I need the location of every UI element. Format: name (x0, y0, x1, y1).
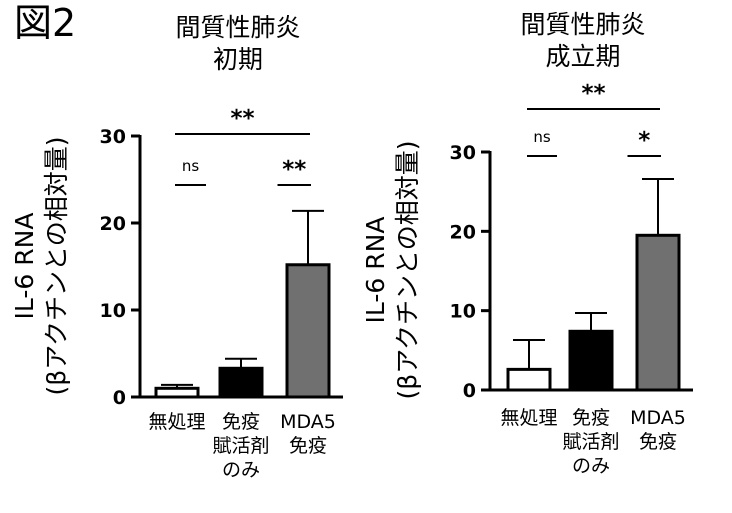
chart-1-significance-label-3: ** (230, 106, 254, 132)
chart-2-y-tick-label-2: 20 (450, 221, 476, 243)
chart-2-ylabel-line-1: IL-6 RNA (361, 217, 390, 324)
chart-2-y-tick-label-1: 10 (450, 301, 476, 323)
chart-2-ylabel-line-2: (βアクチンとの相対量) (393, 141, 422, 400)
chart-2-category-label-2-line-1: 免疫 (572, 407, 610, 429)
chart-2-category-label-2-line-2: 賦活剤 (562, 431, 619, 453)
chart-1-bar-1 (154, 386, 200, 399)
chart-1-y-tick-label-2: 20 (100, 213, 126, 235)
chart-1-bar-3 (285, 263, 331, 399)
chart-1-ylabel-line-1: IL-6 RNA (10, 213, 39, 320)
chart-2-bar-1 (506, 367, 552, 392)
chart-2-y-tick-label-0: 0 (463, 380, 476, 402)
chart-2-significance-label-3: ** (581, 81, 605, 107)
chart-2-category-label-2-line-3: のみ (572, 455, 610, 477)
chart-1-y-tick-label-0: 0 (113, 387, 126, 409)
chart-2-y-tick-label-3: 30 (450, 142, 476, 164)
chart-2-category-label-3-line-1: MDA5 (630, 407, 686, 429)
chart-1-category-label-2-line-1: 免疫 (222, 411, 260, 433)
chart-1-category-label-2-line-3: のみ (222, 459, 260, 481)
chart-1-category-label-2-line-2: 賦活剤 (212, 435, 269, 457)
chart-2-significance-label-1: ns (533, 128, 551, 146)
chart-2-category-label-3-line-2: 免疫 (639, 431, 677, 453)
chart-1-category-label-1-line-1: 無処理 (148, 411, 205, 433)
chart-1-bar-2 (218, 366, 264, 399)
chart-1-category-label-3-line-1: MDA5 (280, 411, 336, 433)
chart-panel-2: 間質性肺炎 成立期 IL-6 RNA (βアクチンとの相対量) 0 10 20 30 無… (361, 10, 693, 477)
chart-1-ylabel-line-2: (βアクチンとの相対量) (42, 137, 71, 396)
chart-1-title-line-1: 間質性肺炎 (175, 13, 300, 42)
figure-label: 図2 (14, 1, 77, 45)
chart-2-category-label-1-line-1: 無処理 (500, 407, 557, 429)
chart-1-significance-label-2: ** (282, 157, 306, 183)
chart-panel-1: 間質性肺炎 初期 IL-6 RNA (βアクチンとの相対量) 0 10 20 30 無処… (10, 13, 343, 481)
chart-1-significance-label-1: ns (182, 157, 200, 175)
chart-2-title-line-2: 成立期 (545, 42, 620, 71)
chart-1-category-label-3-line-2: 免疫 (289, 435, 327, 457)
chart-1-title-line-2: 初期 (213, 45, 263, 74)
chart-1-y-tick-label-1: 10 (100, 300, 126, 322)
chart-2-significance-label-2: * (638, 128, 650, 154)
chart-2-bar-2 (568, 329, 614, 392)
chart-2-bar-3 (635, 233, 681, 392)
chart-2-title-line-1: 間質性肺炎 (520, 10, 645, 39)
chart-1-y-tick-label-3: 30 (100, 126, 126, 148)
